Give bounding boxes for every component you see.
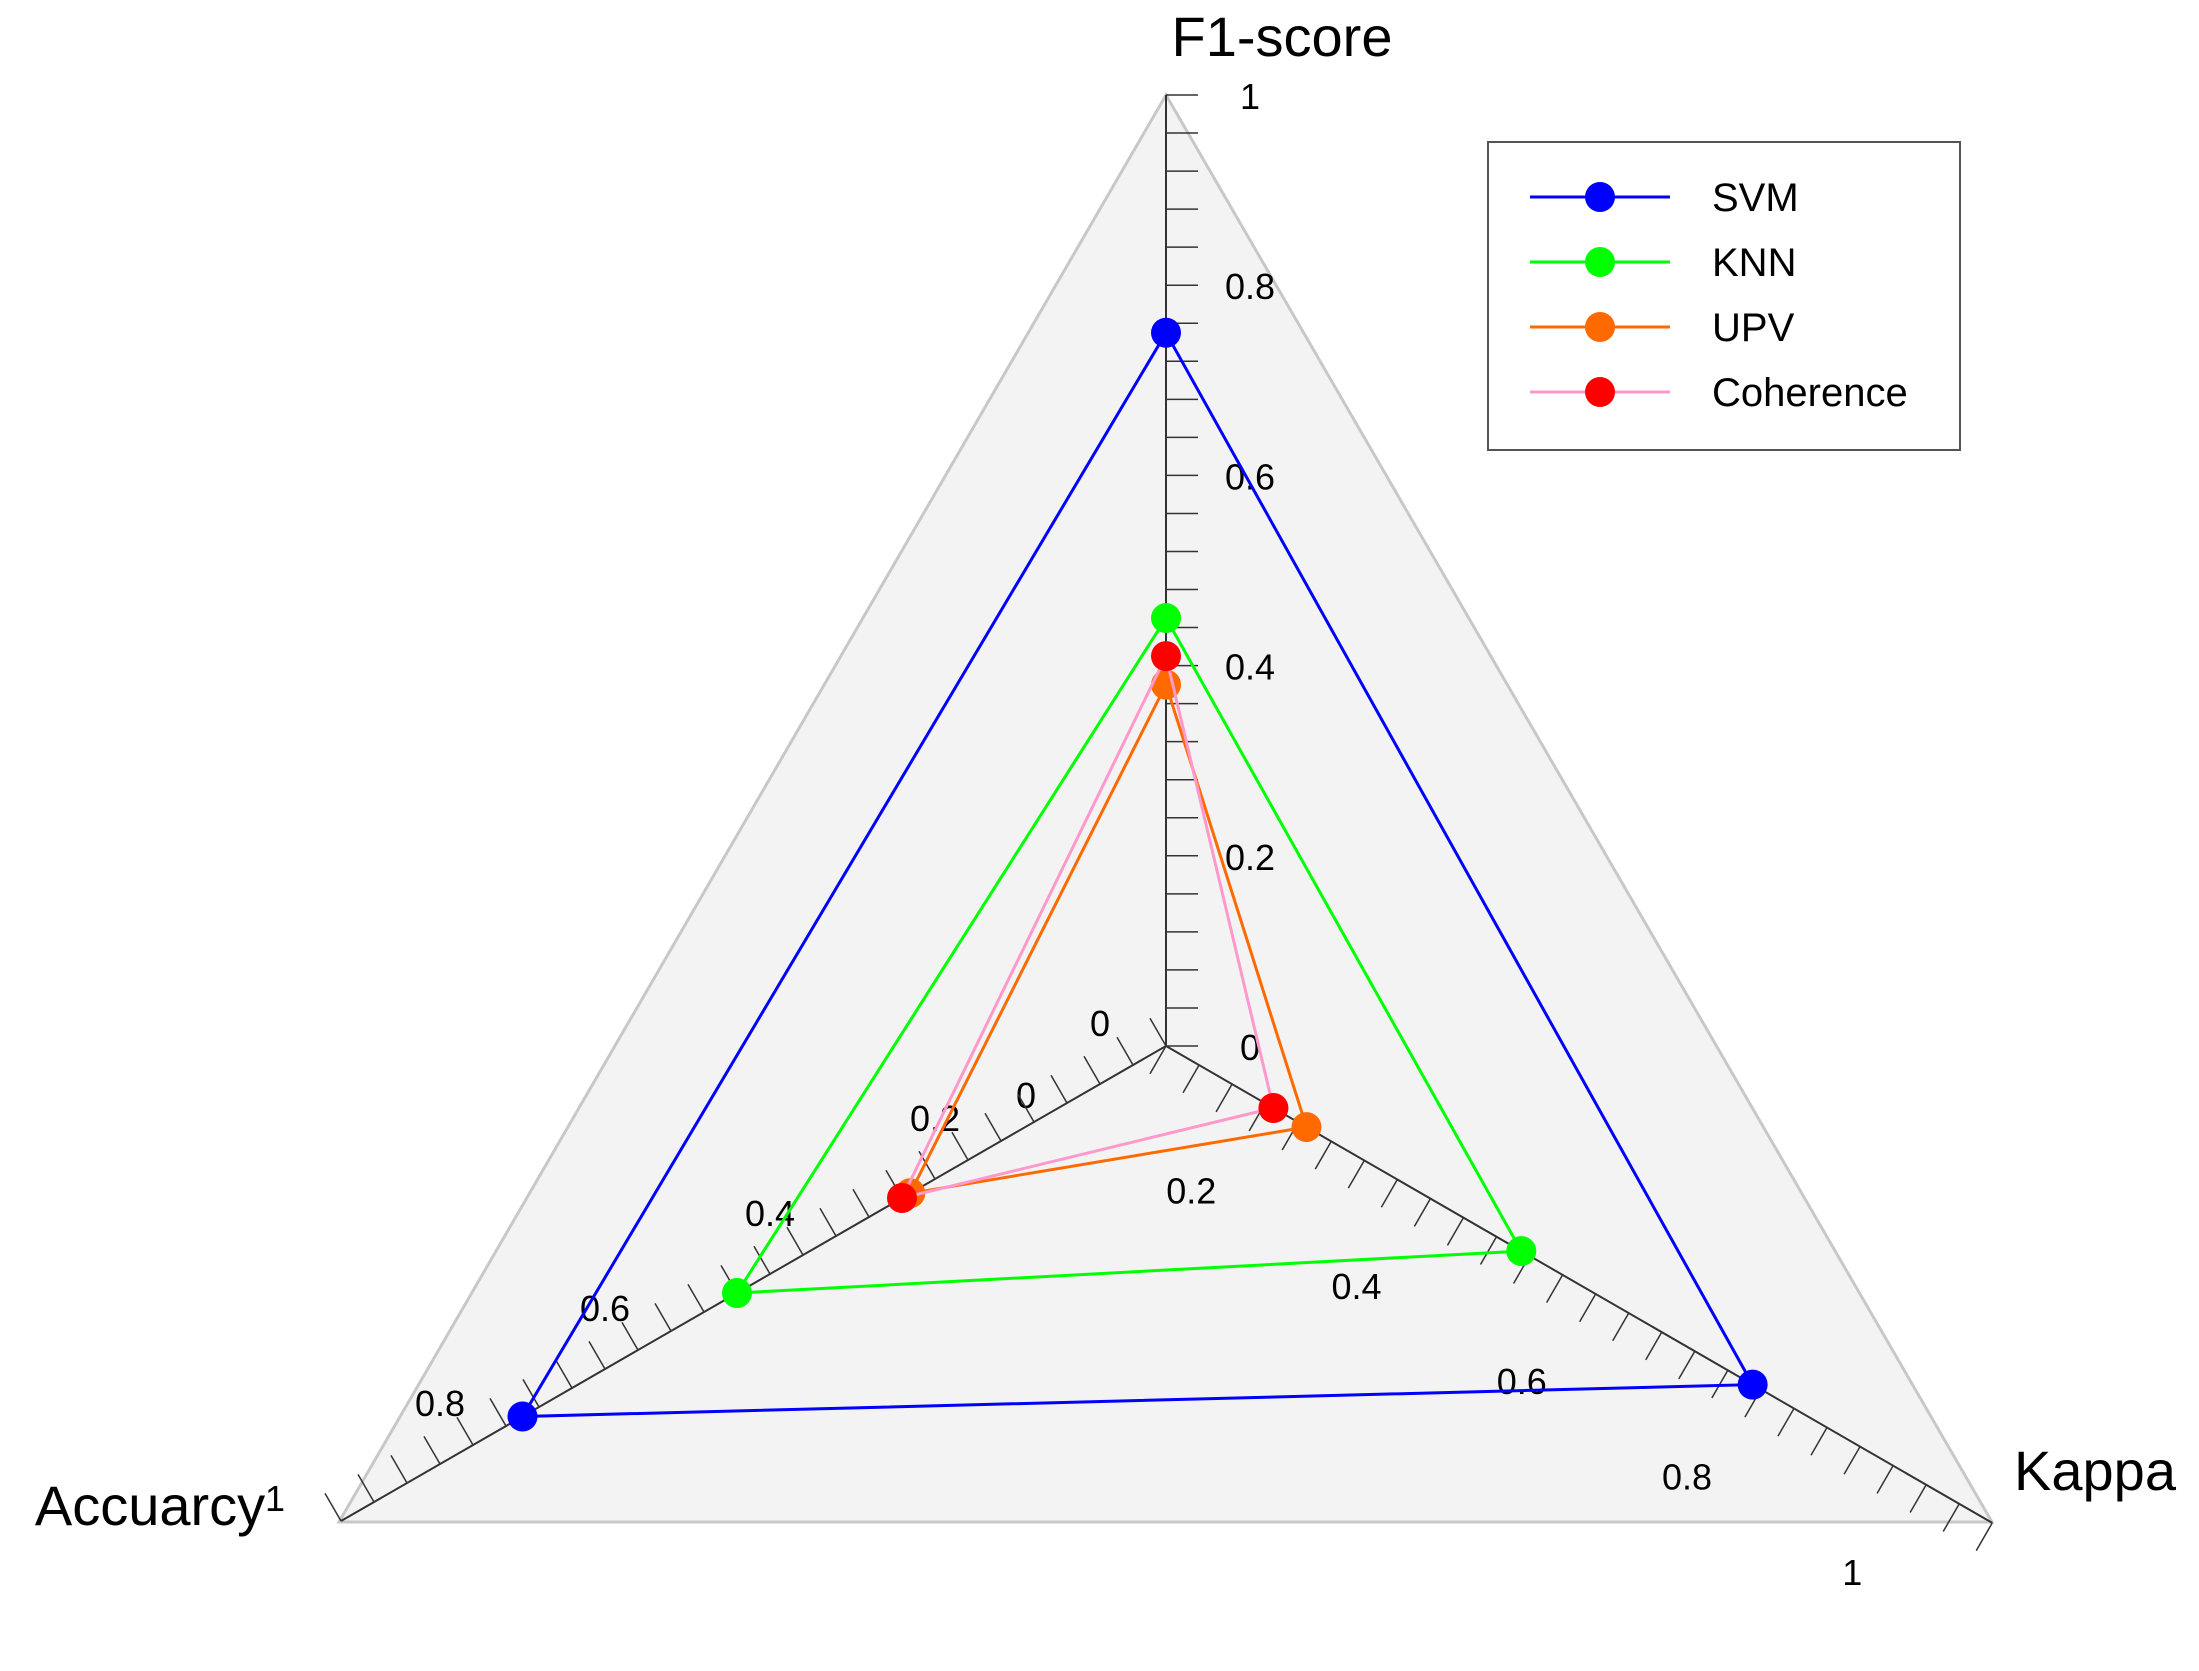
tick-label-1-1: 0.2 xyxy=(1166,1170,1216,1211)
axis-tick-2-5 xyxy=(984,1112,1002,1142)
point-coherence-0 xyxy=(1151,641,1181,672)
axis-tick-2-17 xyxy=(588,1340,606,1370)
tick-label-0-5: 1 xyxy=(1240,76,1260,117)
axis-tick-2-25 xyxy=(324,1492,342,1522)
axis-tick-2-20 xyxy=(489,1397,507,1427)
tick-label-2-5: 1 xyxy=(265,1478,285,1519)
point-upv-1 xyxy=(1291,1112,1322,1143)
axis-tick-2-21 xyxy=(456,1416,474,1446)
axis-tick-1-23 xyxy=(1909,1484,1927,1513)
axis-tick-1-5 xyxy=(1314,1141,1332,1170)
axis-tick-1-25 xyxy=(1975,1522,1993,1551)
axis-tick-1-2 xyxy=(1215,1083,1233,1113)
axis-tick-1-12 xyxy=(1545,1274,1564,1304)
tick-label-0-2: 0.4 xyxy=(1225,647,1275,688)
axis-tick-2-15 xyxy=(654,1302,672,1332)
legend-label-upv: UPV xyxy=(1712,306,1795,350)
axis-tick-2-12 xyxy=(753,1245,771,1275)
axis-tick-1-1 xyxy=(1182,1064,1200,1094)
tick-label-1-0: 0 xyxy=(1016,1075,1036,1116)
axis-tick-1-24 xyxy=(1942,1503,1960,1532)
axis-tick-1-9 xyxy=(1446,1217,1465,1246)
legend-label-knn: KNN xyxy=(1712,241,1796,285)
axis-tick-1-22 xyxy=(1876,1465,1894,1494)
point-knn-0 xyxy=(1151,603,1181,634)
axis-tick-2-0 xyxy=(1149,1017,1167,1047)
axis-line-2 xyxy=(340,1045,1167,1522)
point-svm-2 xyxy=(507,1401,538,1432)
series-layer xyxy=(507,317,1768,1432)
axis-tick-2-18 xyxy=(555,1359,573,1389)
tick-label-0-4: 0.8 xyxy=(1225,266,1275,307)
axis-tick-1-13 xyxy=(1579,1293,1597,1323)
legend-marker-upv xyxy=(1585,312,1615,342)
tick-label-1-2: 0.4 xyxy=(1331,1266,1381,1307)
legend-marker-knn xyxy=(1585,247,1615,277)
point-knn-1 xyxy=(1506,1236,1537,1267)
axis-title-1: Kappa xyxy=(2014,1439,2177,1502)
axis-tick-1-10 xyxy=(1479,1236,1498,1265)
axis-tick-1-14 xyxy=(1612,1312,1630,1342)
point-coherence-2 xyxy=(886,1183,917,1214)
axis-tick-2-23 xyxy=(390,1454,408,1484)
point-svm-0 xyxy=(1151,317,1181,348)
axis-tick-2-1 xyxy=(1116,1036,1134,1066)
legend: SVM KNN UPV Coherence xyxy=(1487,141,1961,451)
axis-tick-1-0 xyxy=(1149,1045,1167,1075)
axis-tick-2-16 xyxy=(621,1321,639,1351)
axis-tick-1-15 xyxy=(1645,1331,1663,1361)
tick-label-0-1: 0.2 xyxy=(1225,837,1275,878)
axis-tick-1-7 xyxy=(1380,1179,1399,1208)
series-line-svm xyxy=(519,329,1756,1419)
axis-title-0: F1-score xyxy=(1172,5,1393,68)
axis-tick-2-10 xyxy=(819,1207,837,1237)
legend-box xyxy=(1487,141,1961,451)
legend-marker-svm xyxy=(1585,182,1615,212)
axis-tick-2-9 xyxy=(852,1188,870,1218)
point-coherence-1 xyxy=(1258,1092,1289,1123)
axis-title-2: Accuarcy xyxy=(35,1474,265,1537)
tick-label-2-0: 0 xyxy=(1090,1003,1110,1044)
axis-tick-2-24 xyxy=(357,1473,375,1503)
series-line-coherence xyxy=(899,651,1276,1201)
axis-tick-1-20 xyxy=(1810,1427,1828,1456)
axis-tick-1-19 xyxy=(1777,1408,1795,1437)
axis-tick-2-2 xyxy=(1083,1055,1101,1085)
series-line-upv xyxy=(907,680,1309,1196)
axis-tick-2-14 xyxy=(687,1283,705,1313)
legend-label-coherence: Coherence xyxy=(1712,371,1908,415)
tick-label-2-4: 0.8 xyxy=(415,1383,465,1424)
axis-tick-2-22 xyxy=(423,1435,441,1465)
axis-tick-1-16 xyxy=(1678,1350,1696,1380)
axis-tick-2-11 xyxy=(786,1226,804,1256)
point-svm-1 xyxy=(1737,1369,1768,1400)
point-knn-2 xyxy=(721,1278,752,1309)
tick-label-0-0: 0 xyxy=(1240,1027,1260,1068)
axis-tick-1-21 xyxy=(1843,1446,1861,1475)
axis-tick-1-6 xyxy=(1347,1160,1365,1189)
tick-label-0-3: 0.6 xyxy=(1225,456,1275,497)
tick-label-1-3: 0.6 xyxy=(1497,1361,1547,1402)
axis-tick-2-19 xyxy=(522,1378,540,1408)
tick-label-1-4: 0.8 xyxy=(1662,1457,1712,1498)
axis-tick-1-8 xyxy=(1413,1198,1432,1227)
axis-tick-2-6 xyxy=(951,1131,969,1161)
axis-tick-2-3 xyxy=(1050,1074,1068,1104)
axis-tick-2-4 xyxy=(1017,1093,1035,1123)
series-line-knn xyxy=(734,615,1524,1295)
legend-items: SVM KNN UPV Coherence xyxy=(1530,176,1908,415)
tick-label-1-5: 1 xyxy=(1842,1552,1862,1593)
legend-label-svm: SVM xyxy=(1712,176,1799,220)
legend-marker-coherence xyxy=(1585,377,1615,407)
